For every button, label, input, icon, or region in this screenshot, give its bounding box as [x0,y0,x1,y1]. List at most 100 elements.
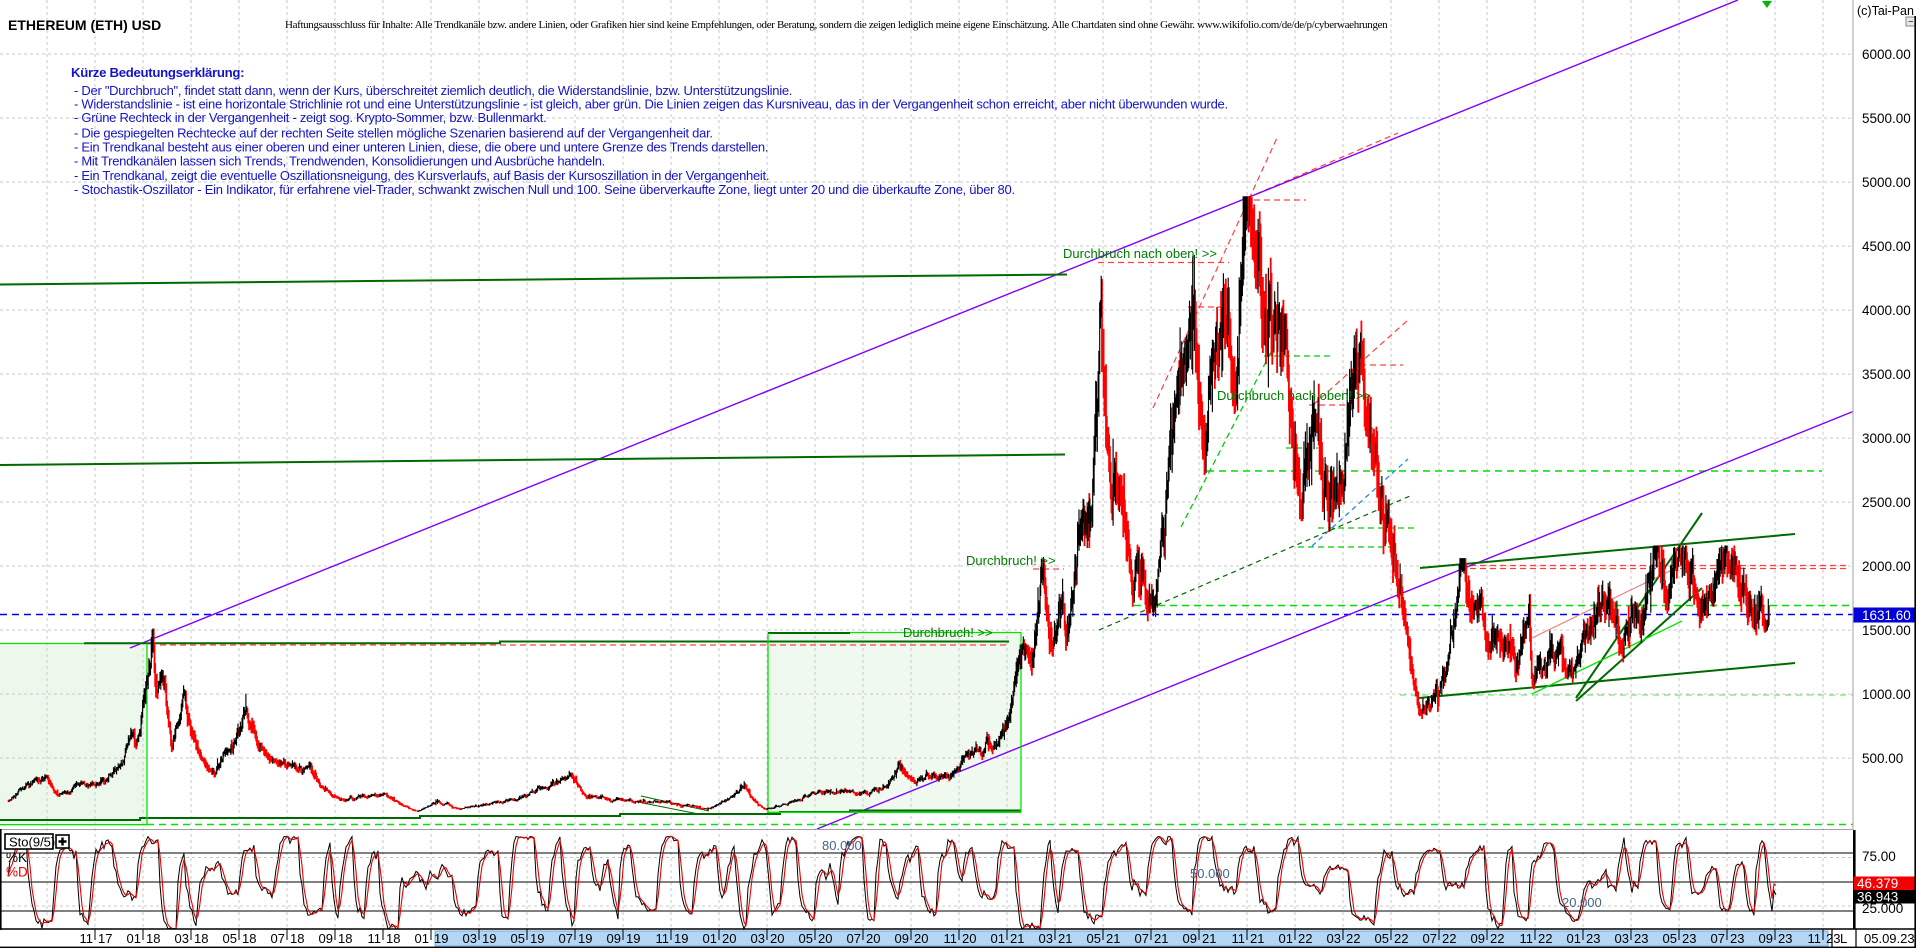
svg-text:19: 19 [626,931,640,946]
svg-text:05: 05 [223,931,237,946]
svg-text:- Mit Trendkanälen lassen sich: - Mit Trendkanälen lassen sich Trends, T… [74,154,605,169]
svg-text:20: 20 [866,931,880,946]
svg-text:80.000: 80.000 [822,838,862,853]
svg-text:18: 18 [146,931,160,946]
svg-text:05: 05 [1375,931,1389,946]
svg-text:23: 23 [1730,931,1744,946]
svg-text:11: 11 [1808,931,1822,946]
svg-text:21: 21 [1058,931,1072,946]
svg-text:01: 01 [1279,931,1293,946]
svg-text:11: 11 [368,931,382,946]
svg-text:19: 19 [674,931,688,946]
svg-text:01: 01 [415,931,429,946]
svg-text:Durchbruch! >>: Durchbruch! >> [966,553,1056,568]
svg-text:- Die gespiegelten Rechtecke a: - Die gespiegelten Rechtecke auf der rec… [74,126,713,141]
svg-text:22: 22 [1298,931,1312,946]
svg-text:07: 07 [271,931,285,946]
svg-text:4500.00: 4500.00 [1862,239,1911,254]
svg-text:1000.00: 1000.00 [1862,687,1911,702]
svg-text:03: 03 [463,931,477,946]
svg-text:21: 21 [1010,931,1024,946]
svg-text:%D: %D [6,865,28,880]
svg-text:11: 11 [656,931,670,946]
svg-text:6000.00: 6000.00 [1862,47,1911,62]
svg-text:18: 18 [194,931,208,946]
svg-text:18: 18 [290,931,304,946]
svg-text:18: 18 [242,931,256,946]
svg-text:09: 09 [1471,931,1485,946]
svg-text:1631.60: 1631.60 [1862,608,1911,623]
svg-text:75.00: 75.00 [1862,849,1896,864]
svg-text:Durchbruch nach oben! >>: Durchbruch nach oben! >> [1063,246,1217,261]
svg-text:- Ein Trendkanal, zeigt die ev: - Ein Trendkanal, zeigt die eventuelle O… [74,168,769,183]
svg-text:05: 05 [1087,931,1101,946]
svg-text:01: 01 [991,931,1005,946]
svg-text:11: 11 [80,931,94,946]
svg-text:Haftungsausschluss für Inhalte: Haftungsausschluss für Inhalte: Alle Tre… [285,19,1388,31]
svg-text:46.379: 46.379 [1857,876,1898,891]
svg-text:23: 23 [1586,931,1600,946]
svg-text:03: 03 [175,931,189,946]
svg-text:- Widerstandslinie - ist eine: - Widerstandslinie - ist eine horizontal… [74,97,1228,112]
svg-text:5000.00: 5000.00 [1862,175,1911,190]
svg-text:20.000: 20.000 [1562,895,1602,910]
svg-text:21: 21 [1106,931,1120,946]
svg-text:2000.00: 2000.00 [1862,559,1911,574]
svg-text:17: 17 [98,931,112,946]
svg-text:- Grüne Rechteck in der Vergan: - Grüne Rechteck in der Vergangenheit - … [74,110,546,125]
svg-text:2500.00: 2500.00 [1862,495,1911,510]
svg-text:25.000: 25.000 [1862,901,1903,916]
svg-text:07: 07 [1711,931,1725,946]
svg-text:07: 07 [559,931,573,946]
svg-text:20: 20 [722,931,736,946]
svg-text:07: 07 [1135,931,1149,946]
svg-text:L: L [1840,931,1847,946]
svg-text:Kürze Bedeutungserklärung:: Kürze Bedeutungserklärung: [71,65,244,80]
svg-text:07: 07 [847,931,861,946]
svg-text:- Der "Durchbruch", findet sta: - Der "Durchbruch", findet statt dann, w… [74,83,792,98]
svg-text:19: 19 [434,931,448,946]
svg-text:22: 22 [1490,931,1504,946]
svg-text:1500.00: 1500.00 [1862,623,1911,638]
svg-text:01: 01 [1567,931,1581,946]
svg-text:22: 22 [1442,931,1456,946]
svg-text:23: 23 [1682,931,1696,946]
svg-text:(c)Tai-Pan: (c)Tai-Pan [1857,4,1914,18]
svg-text:19: 19 [578,931,592,946]
svg-text:09: 09 [319,931,333,946]
svg-text:3000.00: 3000.00 [1862,431,1911,446]
svg-text:5500.00: 5500.00 [1862,111,1911,126]
svg-text:07: 07 [1423,931,1437,946]
svg-text:ETHEREUM (ETH) USD: ETHEREUM (ETH) USD [8,17,161,33]
svg-text:3500.00: 3500.00 [1862,367,1911,382]
svg-text:05.09.23: 05.09.23 [1864,931,1915,946]
svg-text:05: 05 [1663,931,1677,946]
svg-text:18: 18 [338,931,352,946]
svg-text:19: 19 [530,931,544,946]
svg-text:11: 11 [1232,931,1246,946]
svg-text:21: 21 [1202,931,1216,946]
svg-text:20: 20 [770,931,784,946]
svg-text:03: 03 [1039,931,1053,946]
svg-text:Sto(9/5): Sto(9/5) [9,835,55,850]
svg-text:50.000: 50.000 [1190,866,1230,881]
svg-text:20: 20 [818,931,832,946]
svg-text:20: 20 [914,931,928,946]
svg-text:Durchbruch! >>: Durchbruch! >> [903,625,993,640]
svg-text:20: 20 [962,931,976,946]
svg-text:36.943: 36.943 [1857,889,1898,904]
svg-text:22: 22 [1346,931,1360,946]
svg-text:03: 03 [1327,931,1341,946]
svg-text:01: 01 [127,931,141,946]
svg-text:18: 18 [386,931,400,946]
svg-text:21: 21 [1154,931,1168,946]
svg-text:09: 09 [1759,931,1773,946]
svg-text:05: 05 [511,931,525,946]
svg-text:03: 03 [1615,931,1629,946]
svg-text:03: 03 [751,931,765,946]
svg-text:23: 23 [1634,931,1648,946]
svg-text:- Stochastik-Oszillator - Ein: - Stochastik-Oszillator - Ein Indikator,… [74,182,1015,197]
svg-text:4000.00: 4000.00 [1862,303,1911,318]
svg-text:500.00: 500.00 [1862,751,1903,766]
svg-text:- Ein Trendkanal besteht aus e: - Ein Trendkanal besteht aus einer obere… [74,140,768,155]
